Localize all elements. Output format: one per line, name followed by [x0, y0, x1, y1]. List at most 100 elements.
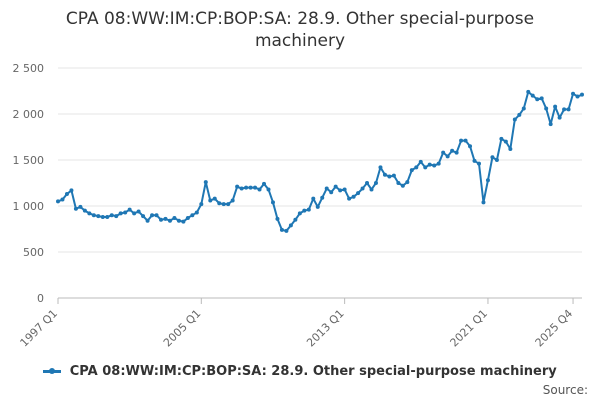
- data-point: [230, 198, 235, 203]
- data-point: [494, 158, 499, 162]
- data-point: [481, 200, 486, 205]
- data-point: [154, 213, 159, 218]
- data-point: [145, 218, 150, 223]
- data-point: [118, 211, 123, 216]
- data-point: [485, 178, 490, 183]
- data-point: [253, 185, 258, 190]
- data-point: [544, 106, 549, 111]
- data-point: [302, 208, 307, 213]
- data-point: [548, 122, 553, 127]
- data-point: [427, 162, 432, 167]
- x-tick-label: 2021 Q1: [448, 307, 491, 350]
- data-point: [226, 202, 231, 207]
- data-point: [306, 207, 311, 212]
- legend[interactable]: CPA 08:WW:IM:CP:BOP:SA: 28.9. Other spec…: [0, 364, 600, 379]
- source-label[interactable]: Source:: [542, 383, 588, 397]
- series-line: [57, 90, 583, 232]
- data-point: [365, 181, 370, 185]
- data-point: [212, 196, 217, 201]
- data-point: [499, 136, 504, 141]
- data-point: [342, 187, 347, 192]
- data-point: [521, 106, 526, 111]
- data-point: [535, 97, 540, 102]
- data-point: [239, 186, 244, 191]
- data-point: [96, 214, 101, 219]
- data-point: [176, 218, 181, 223]
- data-point: [127, 207, 132, 212]
- data-point: [123, 210, 128, 215]
- data-point: [315, 204, 320, 209]
- data-point: [454, 150, 459, 155]
- data-point: [324, 186, 329, 191]
- data-point: [320, 195, 325, 200]
- data-point: [503, 139, 508, 144]
- data-point: [203, 180, 208, 185]
- data-point: [445, 154, 450, 159]
- data-point: [172, 215, 177, 220]
- data-point: [284, 228, 289, 233]
- data-point: [575, 94, 580, 99]
- y-tick-label: 1 500: [13, 154, 45, 167]
- data-point: [476, 161, 481, 166]
- data-point: [508, 146, 513, 151]
- data-point: [199, 202, 204, 207]
- data-point: [526, 89, 531, 94]
- data-point: [163, 216, 168, 221]
- data-point: [78, 204, 83, 209]
- data-point: [396, 181, 401, 185]
- data-point: [60, 197, 65, 202]
- data-point: [69, 188, 74, 193]
- data-point: [279, 227, 284, 232]
- data-point: [387, 174, 392, 179]
- data-point: [270, 200, 275, 205]
- data-point: [580, 92, 584, 97]
- data-point: [73, 206, 78, 211]
- data-point: [190, 213, 195, 218]
- y-tick-label: 2 500: [13, 62, 45, 75]
- data-point: [391, 173, 396, 178]
- data-point: [266, 187, 271, 192]
- legend-label: CPA 08:WW:IM:CP:BOP:SA: 28.9. Other spec…: [69, 364, 557, 379]
- legend-line-symbol: [43, 368, 62, 374]
- y-tick-label: 500: [23, 246, 44, 259]
- data-point: [463, 138, 468, 143]
- data-point: [159, 217, 164, 222]
- data-point: [441, 150, 446, 155]
- data-point: [562, 107, 567, 112]
- data-point: [262, 181, 267, 186]
- data-point: [432, 163, 437, 168]
- x-tick-label: 1997 Q1: [18, 307, 61, 350]
- data-point: [56, 199, 60, 204]
- data-point: [248, 185, 253, 190]
- data-point: [378, 165, 383, 170]
- data-point: [181, 219, 186, 224]
- data-point: [244, 185, 249, 190]
- data-point: [167, 218, 172, 223]
- data-point: [87, 211, 92, 216]
- data-point: [194, 210, 199, 215]
- data-point: [409, 168, 414, 173]
- data-point: [571, 91, 576, 96]
- data-point: [566, 107, 571, 112]
- data-point: [400, 183, 405, 188]
- data-point: [436, 161, 441, 166]
- data-point: [311, 196, 316, 201]
- data-point: [405, 180, 410, 185]
- data-point: [553, 104, 558, 109]
- data-point: [351, 194, 356, 199]
- data-point: [208, 198, 213, 203]
- data-point: [64, 192, 69, 197]
- data-point: [288, 223, 293, 228]
- chart-title: CPA 08:WW:IM:CP:BOP:SA: 28.9. Other spec…: [65, 9, 535, 51]
- data-point: [136, 209, 141, 214]
- data-point: [557, 115, 562, 120]
- data-point: [517, 112, 522, 117]
- data-point: [356, 191, 361, 196]
- data-point: [275, 216, 280, 221]
- data-point: [360, 186, 365, 191]
- data-point: [185, 215, 190, 220]
- data-point: [221, 202, 226, 207]
- data-point: [373, 181, 378, 185]
- data-point: [459, 138, 464, 143]
